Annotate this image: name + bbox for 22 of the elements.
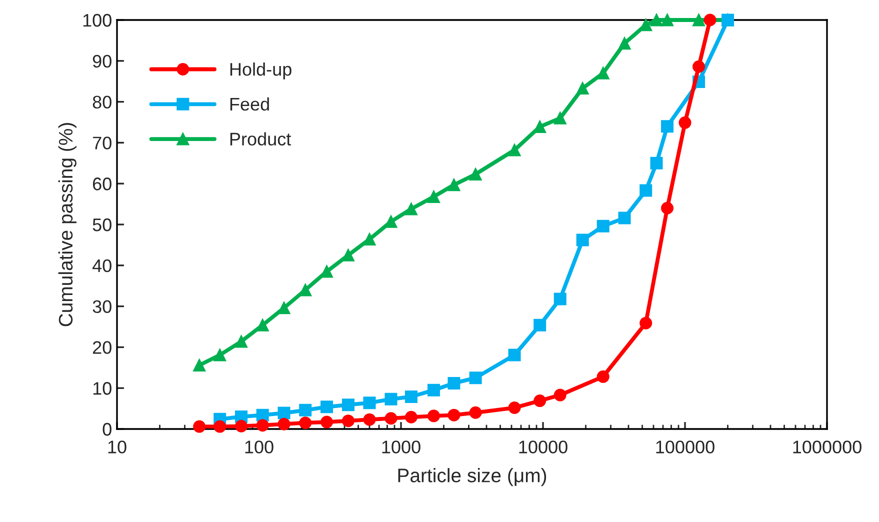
y-tick-label: 70 — [92, 136, 112, 150]
legend-label: Hold-up — [230, 62, 292, 80]
x-tick-label: 100000 — [656, 440, 714, 454]
x-tick-label: 10 — [108, 440, 126, 454]
x-tick-label: 100 — [245, 440, 274, 454]
y-tick-label: 80 — [92, 96, 112, 109]
y-tick-label: 20 — [92, 341, 112, 354]
y-axis-title: Cumulative passing (%) — [58, 123, 76, 326]
y-tick-label: 10 — [93, 382, 112, 395]
x-tick-label: 1000000 — [793, 440, 862, 454]
y-tick-label: 100 — [83, 14, 112, 27]
x-axis-title: Particle size (μm) — [398, 468, 546, 486]
y-tick-label: 90 — [92, 54, 112, 68]
y-tick-label: 40 — [92, 259, 112, 272]
y-tick-label: 60 — [92, 178, 112, 190]
y-tick-label: 0 — [102, 422, 112, 436]
legend-label: Feed — [230, 97, 269, 111]
x-tick-label: 10000 — [519, 440, 568, 454]
y-tick-label: 30 — [92, 300, 112, 314]
x-tick-label: 1000 — [382, 440, 420, 454]
y-tick-label: 50 — [92, 218, 112, 232]
legend-label: Product — [230, 132, 292, 146]
